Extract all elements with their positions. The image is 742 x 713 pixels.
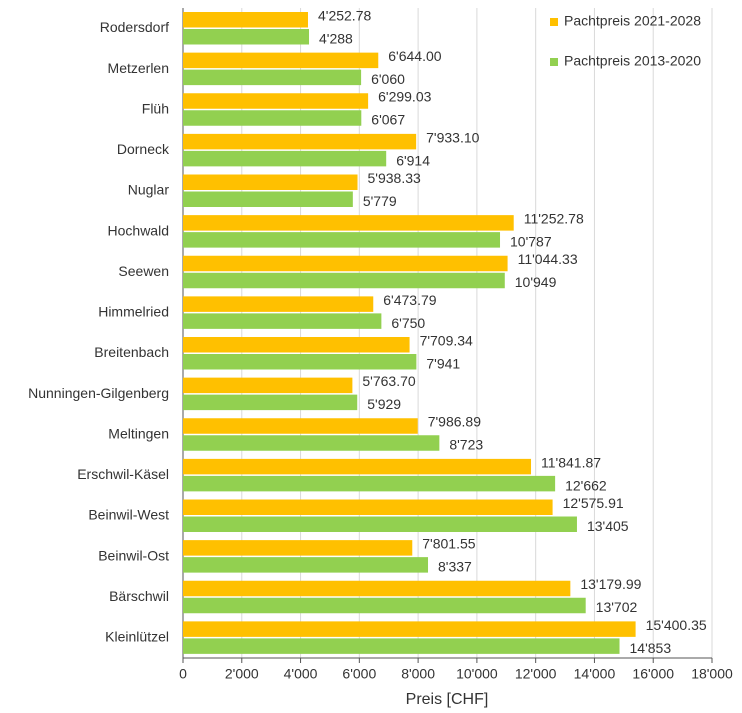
x-tick-label: 8'000	[401, 666, 435, 682]
bar	[183, 337, 410, 353]
value-label: 11'044.33	[518, 251, 578, 267]
bar	[183, 621, 636, 637]
value-label: 12'575.91	[563, 495, 624, 511]
y-tick-label: Metzerlen	[108, 60, 169, 76]
value-label: 8'723	[449, 437, 483, 453]
bar	[183, 272, 505, 289]
value-label: 6'914	[396, 152, 430, 168]
y-tick-label: Hochwald	[108, 222, 169, 238]
bar	[183, 557, 429, 573]
x-tick-label: 16'000	[632, 666, 674, 682]
bar	[183, 12, 308, 28]
bar	[183, 110, 362, 126]
y-tick-label: Dorneck	[117, 141, 170, 157]
value-label: 7'933.10	[426, 129, 479, 145]
bar	[183, 232, 501, 248]
x-tick-label: 6'000	[342, 666, 376, 682]
bar	[183, 29, 310, 45]
y-tick-label: Nunningen-Gilgenberg	[28, 385, 169, 401]
y-tick-label: Flüh	[142, 100, 169, 116]
bar	[183, 540, 413, 556]
y-tick-label: Seewen	[118, 263, 169, 279]
bar	[183, 354, 417, 370]
value-label: 6'060	[371, 71, 405, 87]
value-label: 10'949	[515, 274, 557, 290]
value-label: 15'400.35	[646, 617, 707, 633]
bar	[183, 255, 508, 272]
x-axis-title: Preis [CHF]	[406, 691, 489, 708]
value-label: 6'067	[371, 112, 405, 128]
value-label: 13'179.99	[580, 576, 641, 592]
value-label: 7'941	[426, 355, 460, 371]
bar	[183, 191, 353, 207]
value-label: 8'337	[438, 559, 472, 575]
value-label: 5'763.70	[362, 373, 415, 389]
x-tick-label: 18'000	[691, 666, 733, 682]
y-tick-label: Kleinlützel	[105, 629, 169, 645]
bar	[183, 93, 369, 109]
value-label: 14'853	[630, 640, 672, 656]
x-tick-label: 2'000	[225, 666, 259, 682]
y-tick-label: Breitenbach	[94, 344, 169, 360]
bar	[183, 394, 358, 411]
x-tick-label: 4'000	[284, 666, 318, 682]
value-label: 7'801.55	[422, 536, 475, 552]
x-tick-label: 10'000	[456, 666, 498, 682]
bar	[183, 52, 379, 69]
value-label: 13'702	[596, 599, 638, 615]
y-tick-label: Meltingen	[108, 425, 169, 441]
value-label: 13'405	[587, 518, 629, 534]
x-tick-label: 14'000	[574, 666, 616, 682]
bar	[183, 580, 571, 597]
bar	[183, 133, 417, 150]
value-label: 5'929	[367, 396, 401, 412]
legend-swatch	[550, 18, 558, 26]
bar	[183, 377, 353, 394]
bar	[183, 435, 440, 451]
x-tick-label: 12'000	[515, 666, 557, 682]
value-label: 11'252.78	[524, 211, 584, 227]
y-tick-label: Bärschwil	[109, 588, 169, 604]
y-tick-label: Nuglar	[128, 182, 170, 198]
bar	[183, 638, 620, 654]
value-label: 4'252.78	[318, 7, 371, 23]
y-tick-label: Himmelried	[98, 304, 169, 320]
value-label: 6'750	[391, 315, 425, 331]
value-label: 6'299.03	[378, 89, 431, 105]
y-tick-label: Beinwil-West	[88, 507, 169, 523]
value-label: 11'841.87	[541, 454, 601, 470]
bar	[183, 313, 382, 329]
bar	[183, 597, 586, 614]
x-tick-label: 0	[179, 666, 187, 682]
bar	[183, 458, 532, 475]
y-tick-label: Erschwil-Käsel	[77, 466, 169, 482]
value-label: 10'787	[510, 234, 552, 250]
legend-label: Pachtpreis 2021-2028	[564, 13, 701, 29]
y-tick-label: Beinwil-Ost	[98, 547, 169, 563]
bar	[183, 150, 387, 167]
bar	[183, 499, 553, 515]
value-label: 5'938.33	[368, 170, 421, 186]
legend-label: Pachtpreis 2013-2020	[564, 53, 701, 69]
y-tick-label: Rodersdorf	[100, 19, 169, 35]
value-label: 6'473.79	[383, 292, 436, 308]
value-label: 4'288	[319, 30, 353, 46]
value-label: 7'986.89	[428, 414, 481, 430]
bar	[183, 516, 577, 532]
value-label: 12'662	[565, 477, 607, 493]
bar	[183, 296, 374, 312]
bar	[183, 475, 556, 492]
bar	[183, 418, 418, 434]
value-label: 5'779	[363, 193, 397, 209]
bar	[183, 69, 362, 86]
value-label: 7'709.34	[420, 332, 473, 348]
value-label: 6'644.00	[388, 48, 441, 64]
legend-swatch	[550, 58, 558, 66]
bar	[183, 215, 514, 231]
bar	[183, 174, 358, 190]
